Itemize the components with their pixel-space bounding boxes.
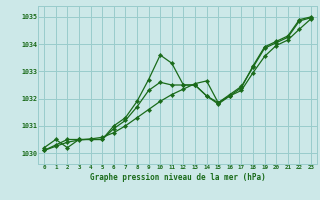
X-axis label: Graphe pression niveau de la mer (hPa): Graphe pression niveau de la mer (hPa): [90, 173, 266, 182]
